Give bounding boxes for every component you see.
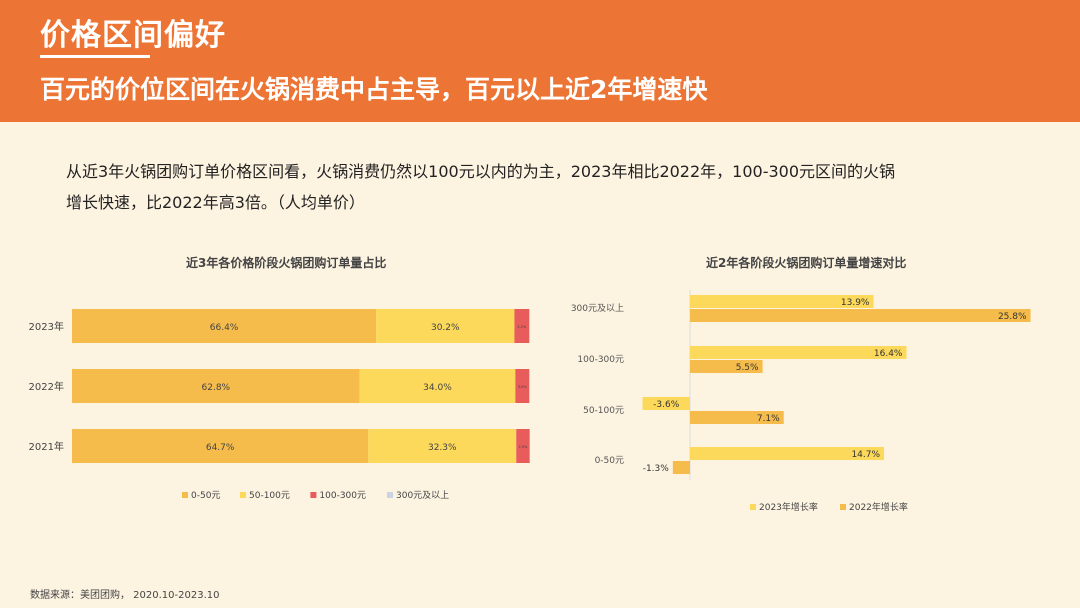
chart-growth-comparison: 300元及以上 13.9% 25.8% 100-300元 16.4% 5.5% 50-100…: [571, 290, 1031, 513]
header-banner: 价格区间偏好 百元的价位区间在火锅消费中占主导，百元以上近2年增速快: [0, 0, 1080, 122]
y-tick-label: 2023年: [29, 320, 64, 333]
description-line-1: 从近3年火锅团购订单价格区间看，火锅消费仍然以100元以内的为主，2023年相比…: [66, 162, 896, 181]
y-tick-label: 2022年: [29, 380, 64, 393]
source-note: 数据来源：美团团购， 2020.10-2023.10: [30, 590, 220, 601]
bar-segment: [359, 369, 516, 403]
description: 从近3年火锅团购订单价格区间看，火锅消费仍然以100元以内的为主，2023年相比…: [66, 156, 1006, 218]
bar-segment: [529, 309, 530, 343]
data-label: 14.7%: [851, 450, 880, 460]
bar-segment: [514, 309, 530, 343]
y-tick-label: 100-300元: [577, 355, 624, 365]
data-label: 3.2%: [517, 325, 527, 329]
data-label: 32.3%: [428, 443, 457, 453]
description-line-2: 增长快速，比2022年高3倍。（人均单价）: [66, 193, 365, 212]
bar: [690, 295, 874, 308]
legend-label: 300元及以上: [396, 490, 449, 501]
bar-segment: [376, 309, 515, 343]
data-label: 64.7%: [206, 443, 235, 453]
legend-swatch: [840, 504, 846, 510]
data-label: 3.0%: [518, 385, 528, 389]
legend-swatch: [240, 492, 246, 498]
y-tick-label: 0-50元: [595, 456, 624, 466]
bar: [672, 461, 690, 474]
legend-label: 0-50元: [191, 491, 220, 501]
legend-swatch: [387, 492, 393, 498]
data-label: -1.3%: [643, 464, 670, 474]
bar-segment: [516, 429, 530, 463]
legend-label: 100-300元: [319, 491, 366, 501]
legend-swatch: [750, 504, 756, 510]
bar: [690, 309, 1031, 322]
data-label: 34.0%: [423, 383, 452, 393]
bar-segment: [368, 429, 517, 463]
y-tick-label: 300元及以上: [571, 303, 624, 314]
bar-segment: [72, 429, 369, 463]
bar: [642, 397, 690, 410]
chart-1-title: 近3年各价格阶段火锅团购订单量占比: [186, 256, 387, 270]
bar: [690, 411, 784, 424]
y-tick-label: 2021年: [29, 440, 64, 453]
data-label: 5.5%: [736, 363, 759, 373]
data-label: 66.4%: [210, 323, 239, 333]
legend-label: 2023年增长率: [759, 501, 818, 513]
title-underline: [40, 55, 150, 58]
data-label: 30.2%: [431, 323, 460, 333]
y-tick-label: 50-100元: [583, 406, 624, 416]
data-label: -3.6%: [653, 400, 680, 410]
legend-swatch: [310, 492, 317, 498]
legend-swatch: [182, 492, 188, 498]
page-title: 价格区间偏好: [40, 18, 226, 53]
data-label: 16.4%: [874, 349, 903, 359]
chart-share-by-price: 2023年 66.4% 30.2% 3.2% 2022年 62.8% 34.0% 3.0% 20…: [29, 309, 530, 501]
chart-2-title: 近2年各阶段火锅团购订单量增速对比: [706, 256, 907, 270]
bar: [690, 360, 763, 373]
bar-segment: [529, 369, 530, 403]
data-label: 7.1%: [757, 414, 780, 424]
bar-segment: [515, 369, 530, 403]
bar: [690, 346, 907, 359]
legend-label: 2022年增长率: [849, 501, 908, 513]
bar: [690, 447, 885, 460]
bar-segment: [72, 369, 360, 403]
bar-segment: [72, 309, 377, 343]
data-label: 62.8%: [202, 383, 231, 393]
data-label: 2.9%: [518, 445, 528, 449]
data-label: 25.8%: [998, 312, 1027, 322]
data-label: 13.9%: [841, 298, 870, 308]
page-subtitle: 百元的价位区间在火锅消费中占主导，百元以上近2年增速快: [40, 75, 708, 104]
legend-label: 50-100元: [249, 491, 290, 501]
